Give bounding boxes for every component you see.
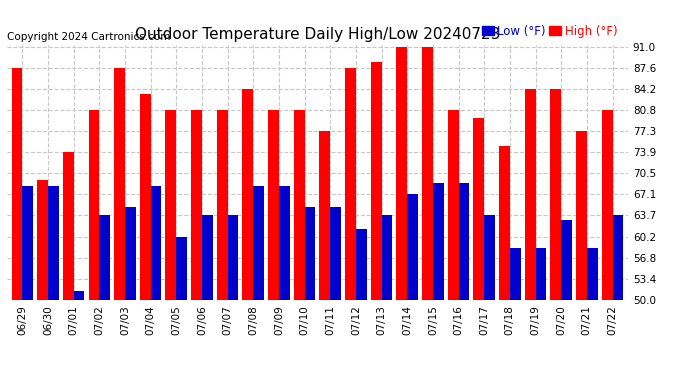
Bar bbox=[576, 132, 586, 300]
Bar bbox=[586, 248, 598, 300]
Bar bbox=[499, 146, 510, 300]
Bar bbox=[433, 183, 444, 300]
Bar bbox=[150, 186, 161, 300]
Bar bbox=[202, 215, 213, 300]
Bar bbox=[561, 220, 572, 300]
Bar bbox=[242, 89, 253, 300]
Bar bbox=[166, 110, 176, 300]
Bar bbox=[217, 110, 228, 300]
Bar bbox=[48, 186, 59, 300]
Bar bbox=[422, 47, 433, 300]
Bar bbox=[524, 89, 535, 300]
Bar bbox=[191, 110, 202, 300]
Bar bbox=[371, 62, 382, 300]
Bar bbox=[279, 186, 290, 300]
Title: Outdoor Temperature Daily High/Low 20240723: Outdoor Temperature Daily High/Low 20240… bbox=[135, 27, 500, 42]
Bar bbox=[356, 229, 366, 300]
Bar bbox=[63, 152, 74, 300]
Legend: Low (°F), High (°F): Low (°F), High (°F) bbox=[477, 20, 622, 43]
Bar bbox=[99, 215, 110, 300]
Bar bbox=[484, 215, 495, 300]
Bar bbox=[176, 237, 187, 300]
Bar bbox=[88, 110, 99, 300]
Bar bbox=[473, 118, 484, 300]
Bar bbox=[140, 94, 150, 300]
Bar bbox=[510, 248, 521, 300]
Bar bbox=[613, 215, 623, 300]
Bar bbox=[397, 47, 407, 300]
Bar bbox=[602, 110, 613, 300]
Bar bbox=[382, 215, 393, 300]
Bar bbox=[459, 183, 469, 300]
Bar bbox=[22, 186, 33, 300]
Bar bbox=[114, 68, 125, 300]
Bar bbox=[253, 186, 264, 300]
Bar bbox=[304, 207, 315, 300]
Bar bbox=[535, 248, 546, 300]
Bar bbox=[12, 68, 22, 300]
Bar bbox=[345, 68, 356, 300]
Bar bbox=[407, 194, 418, 300]
Bar bbox=[551, 89, 561, 300]
Bar bbox=[448, 110, 459, 300]
Bar bbox=[268, 110, 279, 300]
Bar bbox=[125, 207, 136, 300]
Bar bbox=[228, 215, 238, 300]
Text: Copyright 2024 Cartronics.com: Copyright 2024 Cartronics.com bbox=[7, 33, 170, 42]
Bar bbox=[74, 291, 84, 300]
Bar bbox=[319, 132, 331, 300]
Bar bbox=[294, 110, 304, 300]
Bar bbox=[331, 207, 341, 300]
Bar bbox=[37, 180, 48, 300]
